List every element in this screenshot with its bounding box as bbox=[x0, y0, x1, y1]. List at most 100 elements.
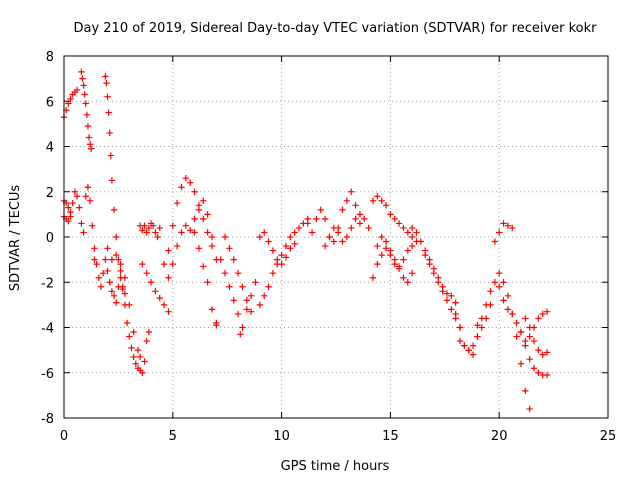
data-point bbox=[400, 256, 407, 263]
data-point bbox=[82, 193, 89, 200]
data-point bbox=[400, 224, 407, 232]
data-point bbox=[132, 360, 140, 367]
data-point bbox=[369, 197, 377, 204]
data-point bbox=[247, 308, 255, 315]
data-point bbox=[104, 267, 111, 275]
data-point bbox=[391, 256, 398, 263]
data-point bbox=[260, 292, 268, 300]
data-point bbox=[348, 224, 355, 232]
data-point bbox=[80, 82, 87, 89]
data-point bbox=[91, 256, 98, 263]
data-point bbox=[121, 290, 129, 297]
data-point bbox=[382, 245, 390, 252]
data-point bbox=[82, 100, 89, 107]
data-point bbox=[73, 193, 81, 200]
data-point bbox=[543, 371, 551, 379]
data-point bbox=[326, 233, 333, 241]
y-tick-label: 4 bbox=[46, 141, 54, 156]
data-point bbox=[443, 297, 451, 304]
data-point bbox=[130, 328, 137, 336]
data-point bbox=[400, 274, 407, 281]
data-point bbox=[269, 247, 277, 254]
data-point bbox=[361, 215, 368, 223]
data-point bbox=[169, 222, 176, 229]
data-point bbox=[234, 310, 242, 318]
data-point bbox=[141, 222, 148, 229]
axis-ticks-layer: 0 5 10 15 20 25 -8 -6 -4 -2 0 2 4 6 8 bbox=[41, 50, 616, 444]
y-tick-label: 0 bbox=[46, 231, 54, 246]
data-point bbox=[136, 353, 144, 361]
data-point bbox=[487, 301, 494, 309]
data-point bbox=[543, 349, 551, 356]
data-point bbox=[408, 233, 416, 241]
data-point bbox=[308, 229, 316, 236]
data-point bbox=[173, 242, 181, 250]
data-point bbox=[391, 215, 398, 223]
data-point bbox=[195, 206, 203, 214]
data-point bbox=[287, 245, 294, 252]
data-point bbox=[496, 270, 503, 277]
data-point bbox=[65, 217, 72, 225]
data-point bbox=[539, 351, 546, 358]
data-point bbox=[160, 301, 168, 309]
data-point bbox=[69, 199, 76, 207]
data-point bbox=[443, 290, 451, 297]
data-point bbox=[404, 247, 412, 254]
data-point bbox=[439, 288, 446, 295]
data-point bbox=[204, 279, 211, 286]
data-point bbox=[182, 174, 190, 182]
data-point bbox=[113, 233, 120, 241]
data-point bbox=[154, 233, 161, 241]
data-point bbox=[278, 260, 285, 268]
data-point bbox=[504, 306, 512, 313]
x-tick-label: 15 bbox=[382, 429, 399, 444]
data-point bbox=[103, 79, 110, 87]
data-point bbox=[321, 215, 329, 223]
data-point bbox=[478, 324, 485, 331]
y-tick-label: 2 bbox=[46, 186, 54, 201]
data-point bbox=[71, 188, 79, 195]
data-point bbox=[535, 346, 542, 354]
data-point bbox=[513, 333, 520, 340]
data-point bbox=[378, 233, 385, 241]
data-point bbox=[143, 229, 150, 236]
data-point bbox=[387, 247, 394, 254]
data-point bbox=[456, 324, 464, 331]
x-tick-label: 25 bbox=[600, 429, 617, 444]
data-point bbox=[408, 270, 416, 277]
data-point bbox=[102, 73, 109, 80]
data-point bbox=[530, 337, 538, 345]
data-point bbox=[491, 279, 499, 286]
data-point bbox=[110, 292, 118, 300]
data-point bbox=[107, 152, 114, 159]
data-point bbox=[517, 328, 525, 336]
y-tick-label: -2 bbox=[41, 276, 54, 291]
data-point bbox=[204, 211, 211, 218]
data-point bbox=[374, 242, 381, 250]
data-point bbox=[139, 227, 146, 234]
data-point bbox=[356, 211, 364, 218]
data-point bbox=[282, 242, 290, 250]
data-point bbox=[365, 224, 372, 232]
data-point bbox=[374, 193, 381, 200]
data-point bbox=[191, 188, 198, 195]
data-point bbox=[234, 270, 242, 277]
data-point bbox=[130, 353, 137, 361]
data-point bbox=[452, 310, 459, 318]
data-point bbox=[143, 270, 150, 277]
data-point bbox=[356, 220, 364, 227]
data-point bbox=[522, 387, 529, 395]
data-point bbox=[387, 211, 394, 218]
data-point bbox=[221, 270, 229, 277]
data-point bbox=[86, 197, 94, 204]
data-point bbox=[491, 238, 499, 245]
data-point bbox=[81, 91, 88, 98]
data-point bbox=[165, 247, 172, 254]
data-point bbox=[115, 283, 122, 290]
data-point bbox=[265, 238, 272, 245]
data-point bbox=[104, 93, 111, 100]
data-point bbox=[221, 233, 229, 241]
data-point bbox=[287, 233, 294, 241]
data-points-layer bbox=[60, 68, 551, 413]
